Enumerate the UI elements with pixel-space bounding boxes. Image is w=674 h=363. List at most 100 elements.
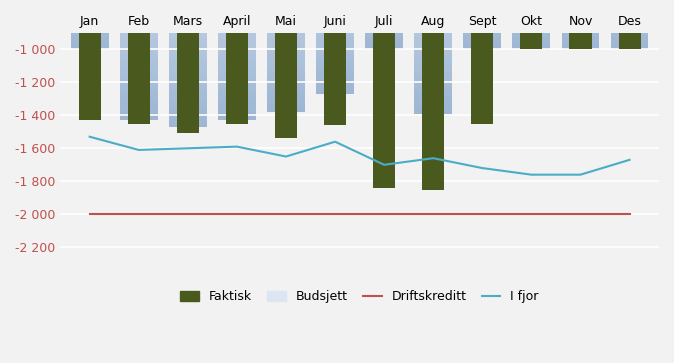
Bar (71, 8, 109, 11)
Bar (316, 66, 354, 69)
Bar (316, 83, 354, 87)
Bar (464, 8, 501, 11)
Bar (267, 63, 305, 66)
Bar (611, 3, 648, 5)
Bar (218, 65, 256, 69)
Bar (71, 25, 109, 27)
Bar (218, 30, 256, 34)
Bar (316, 69, 354, 73)
Bar (218, 73, 256, 77)
Bar (120, 2, 158, 6)
Bar (316, 17, 354, 21)
Bar (267, 2, 305, 6)
Bar (120, 85, 158, 89)
Bar (218, 85, 256, 89)
Bar (120, 6, 158, 10)
Bar (267, 21, 305, 25)
Bar (267, 85, 305, 89)
Bar (464, 3, 501, 5)
Bar (267, 70, 305, 74)
Bar (267, 6, 305, 9)
Bar (611, 27, 648, 30)
Bar (316, 24, 354, 28)
Bar (71, 33, 109, 36)
Bar (267, 97, 305, 101)
Bar (267, 32, 305, 36)
Bar (169, 50, 207, 54)
Bar (218, 2, 256, 6)
Bar (71, 36, 109, 38)
Bar (611, 11, 648, 14)
Bar (365, 41, 403, 44)
Bar (611, 38, 648, 41)
Bar (316, 10, 354, 13)
Bar (218, 113, 256, 116)
Bar (218, 38, 256, 42)
Bar (169, 1, 207, 6)
Bar (218, 49, 256, 53)
Bar (218, 61, 256, 65)
Bar (316, 3, 354, 7)
Bar (415, 56, 452, 60)
Bar (267, 48, 305, 51)
Bar (218, 18, 256, 22)
Bar (415, 14, 452, 18)
Bar (218, 97, 256, 101)
Bar (316, 52, 354, 56)
Bar (71, 11, 109, 14)
Bar (512, 8, 550, 11)
Bar (169, 74, 207, 78)
Bar (169, 62, 207, 66)
Bar (520, 0, 543, 49)
Bar (561, 38, 599, 41)
Bar (267, 40, 305, 44)
Bar (218, 26, 256, 30)
Bar (365, 3, 403, 5)
Bar (512, 38, 550, 41)
Bar (71, 3, 109, 5)
Bar (120, 34, 158, 38)
Bar (422, 0, 444, 189)
Bar (512, 44, 550, 46)
Bar (71, 19, 109, 22)
Bar (512, 36, 550, 38)
Bar (218, 77, 256, 81)
Bar (415, 3, 452, 7)
Bar (611, 36, 648, 38)
Bar (415, 11, 452, 14)
Bar (324, 0, 346, 125)
Bar (561, 30, 599, 33)
Bar (365, 14, 403, 16)
Bar (120, 42, 158, 46)
Bar (512, 16, 550, 19)
Bar (267, 108, 305, 112)
Bar (561, 22, 599, 25)
Bar (120, 101, 158, 105)
Bar (316, 87, 354, 90)
Bar (611, 41, 648, 44)
Bar (267, 78, 305, 82)
Bar (120, 116, 158, 120)
Bar (120, 89, 158, 93)
Bar (611, 0, 648, 3)
Bar (120, 46, 158, 49)
Bar (415, 26, 452, 30)
Bar (169, 14, 207, 18)
Bar (316, 31, 354, 34)
Bar (169, 103, 207, 107)
Bar (619, 0, 640, 49)
Bar (218, 116, 256, 120)
Bar (169, 82, 207, 86)
Bar (169, 86, 207, 90)
Bar (218, 0, 256, 2)
Bar (365, 27, 403, 30)
Bar (611, 46, 648, 49)
Bar (561, 8, 599, 11)
Bar (570, 0, 592, 49)
Bar (415, 33, 452, 37)
Bar (365, 44, 403, 46)
Bar (169, 6, 207, 10)
Bar (218, 6, 256, 10)
Bar (169, 94, 207, 99)
Bar (561, 33, 599, 36)
